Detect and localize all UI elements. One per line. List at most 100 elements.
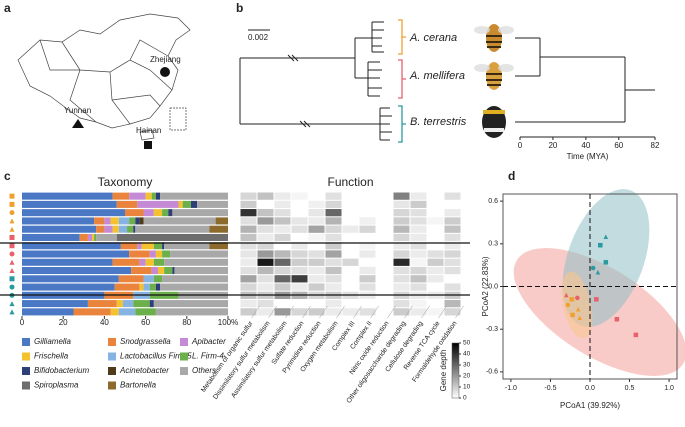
heatmap-cell (240, 266, 257, 275)
heatmap-cell (359, 200, 376, 209)
bar-segment (73, 308, 111, 316)
heatmap-cell (274, 192, 291, 200)
heatmap-cell (427, 209, 444, 217)
heatmap-cell (376, 299, 393, 308)
heatmap-cell (359, 225, 376, 233)
heatmap-cell (291, 250, 308, 258)
x-axis-label: PCoA1 (39.92%) (560, 401, 620, 410)
heatmap-cell (257, 217, 274, 225)
time-tree (515, 37, 655, 123)
heatmap-cell (410, 266, 427, 275)
bar-segment (139, 217, 144, 225)
x-tick-label: 20 (548, 141, 557, 150)
legend-label: Snodgrassella (120, 337, 171, 346)
bar-segment (149, 250, 156, 258)
heatmap-cell (342, 209, 359, 217)
bar-segment (155, 308, 228, 316)
bar-segment (22, 275, 119, 283)
heatmap-cell (308, 283, 325, 291)
bar-segment (112, 258, 140, 266)
heatmap-cell (342, 299, 359, 308)
heatmap-cell (427, 250, 444, 258)
heatmap-cell (274, 275, 291, 283)
row-marker (9, 259, 15, 265)
heatmap-cell (257, 299, 274, 308)
heatmap-cell (308, 200, 325, 209)
heatmap-cell (274, 299, 291, 308)
bar-segment (104, 225, 113, 233)
bar-segment (162, 209, 169, 217)
heatmap-cell (291, 200, 308, 209)
bar-segment (160, 192, 228, 200)
bar-segment (87, 233, 93, 241)
bar-segment (137, 242, 142, 250)
bar-segment (133, 300, 150, 308)
bar-segment (118, 225, 128, 233)
bar-segment (135, 308, 156, 316)
x-tick-label: 0 (518, 141, 523, 150)
bar-segment (153, 300, 228, 308)
heatmap-cell (325, 192, 342, 200)
heatmap-cell (376, 233, 393, 242)
heatmap-cell (257, 225, 274, 233)
bar-segment (22, 250, 130, 258)
panel-label: c (4, 169, 11, 183)
bar-segment (104, 217, 111, 225)
heatmap-cell (359, 308, 376, 316)
heatmap-cell (274, 250, 291, 258)
bar-segment (157, 267, 165, 275)
scale-label: 0.002 (248, 33, 269, 42)
heatmap-cell (359, 283, 376, 291)
point (569, 297, 575, 302)
legend-swatch (108, 367, 116, 375)
panel-label: a (4, 1, 11, 15)
heatmap-cell (427, 200, 444, 209)
bar-segment (172, 267, 175, 275)
heatmap-cell (308, 242, 325, 250)
row-marker (9, 284, 15, 290)
legend-swatch (180, 352, 188, 361)
bar-segment (94, 217, 105, 225)
heatmap-cell (393, 233, 410, 242)
heatmap-cell (427, 192, 444, 200)
bar-segment (22, 308, 74, 316)
heatmap-cell (274, 209, 291, 217)
label-leader (251, 305, 260, 319)
bar-segment (153, 209, 163, 217)
label-leader (404, 305, 413, 319)
legend-label: Apibacter (191, 337, 226, 346)
bar-segment (149, 300, 154, 308)
taxonomy-chart: Taxonomy 0 20 40 60 80 100% Gilliamella Snodgras… (9, 175, 238, 390)
legend-label: Bifidobacterium (34, 366, 89, 375)
bar-segment (131, 267, 152, 275)
panel-label: d (508, 169, 515, 183)
bar-segment (160, 283, 228, 291)
bar-segment (143, 275, 154, 283)
label-leader (387, 305, 396, 319)
bar-segment (215, 217, 228, 225)
heatmap-cell (393, 266, 410, 275)
row-marker (9, 193, 15, 199)
heatmap-cell (410, 250, 427, 258)
heatmap-cell (257, 200, 274, 209)
heatmap-cell (342, 266, 359, 275)
bar-segment (127, 225, 134, 233)
heatmap-cell (359, 209, 376, 217)
heatmap-cell (257, 258, 274, 266)
panel-label: b (236, 1, 243, 15)
bar-segment (149, 283, 156, 291)
x-tick-label: 82 (651, 141, 660, 150)
x-tick-label: 40 (100, 318, 109, 327)
heatmap-cell (359, 217, 376, 225)
heatmap-cell (342, 242, 359, 250)
heatmap-cell (444, 275, 461, 283)
location-label: Zhejiang (150, 55, 181, 64)
bar-segment (129, 217, 136, 225)
bar-segment (155, 283, 161, 291)
bar-segment (96, 233, 117, 241)
location-marker (72, 119, 84, 128)
heatmap-cell (427, 242, 444, 250)
heatmap-cell (257, 250, 274, 258)
heatmap-cell (393, 275, 410, 283)
